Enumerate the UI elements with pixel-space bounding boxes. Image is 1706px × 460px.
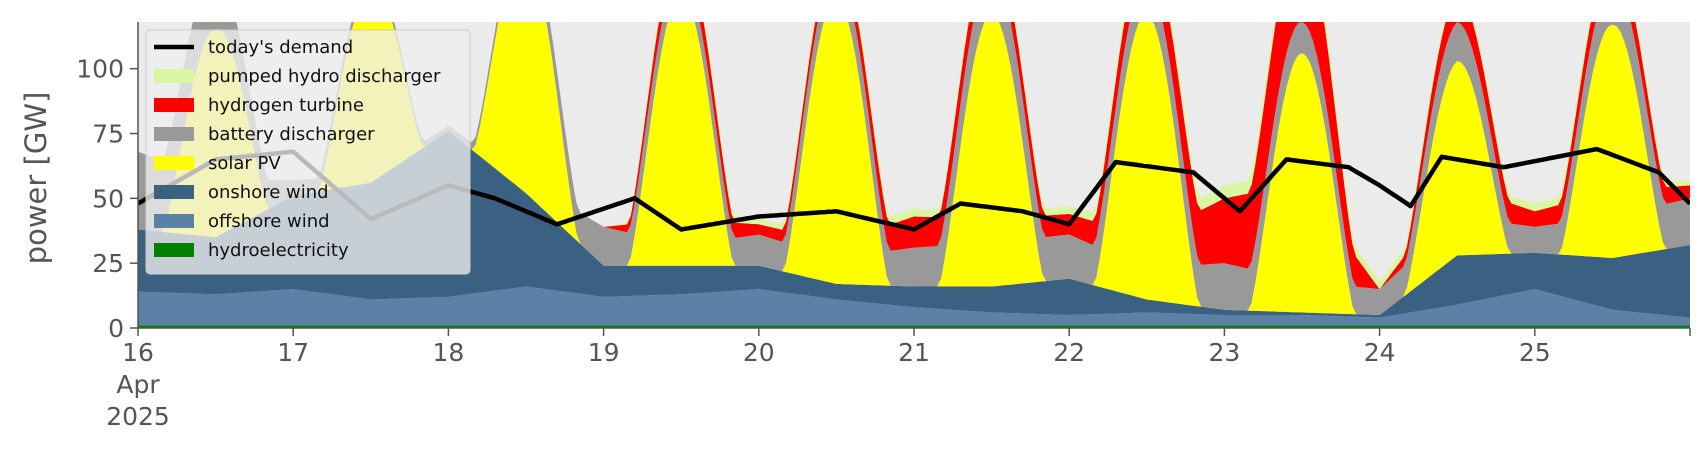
x-tick-label: 20	[743, 338, 775, 367]
legend-label-battery-discharger: battery discharger	[208, 124, 375, 145]
legend-swatch-battery-discharger	[154, 127, 194, 141]
x-tick-label: 17	[277, 338, 309, 367]
y-axis-ticks: 0 25 50 75 100	[76, 55, 138, 343]
x-tick-date-label: 2025	[106, 402, 170, 431]
y-tick-label: 25	[92, 249, 124, 278]
area-hydrogen-turbine	[138, 22, 1690, 290]
x-tick-label: 21	[898, 338, 930, 367]
x-tick-label: 24	[1364, 338, 1396, 367]
x-axis-ticks: 16 17 18 19 20 21 22 23 24 25 Apr 2025	[106, 328, 1691, 431]
x-tick-label: 22	[1053, 338, 1085, 367]
x-tick-label: 19	[588, 338, 620, 367]
area-onshore-wind	[138, 130, 1690, 318]
area-offshore-wind	[138, 286, 1690, 326]
y-tick-label: 0	[108, 314, 124, 343]
legend-label-solar-pv: solar PV	[208, 153, 281, 174]
area-solar-pv	[138, 22, 1690, 315]
area-series-group	[138, 22, 1690, 328]
legend-label-today-s-demand: today's demand	[208, 37, 353, 58]
x-tick-label: 18	[432, 338, 464, 367]
legend-box	[145, 29, 471, 275]
y-axis-title: power [GW]	[19, 92, 53, 265]
legend-swatch-solar-pv	[154, 156, 194, 170]
legend-label-onshore-wind: onshore wind	[208, 182, 329, 203]
legend-swatch-offshore-wind	[154, 214, 194, 228]
legend-label-hydroelectricity: hydroelectricity	[208, 240, 349, 261]
x-tick-label: 16	[122, 338, 154, 367]
legend: today's demand pumped hydro discharger hyd…	[145, 29, 471, 275]
legend-label-hydrogen-turbine: hydrogen turbine	[208, 95, 364, 116]
legend-swatch-hydrogen-turbine	[154, 98, 194, 112]
x-tick-date-label: Apr	[116, 370, 160, 399]
x-tick-label: 25	[1519, 338, 1551, 367]
legend-label-pumped-hydro-discharger: pumped hydro discharger	[208, 66, 441, 87]
y-tick-label: 100	[76, 55, 124, 84]
x-tick-label: 23	[1208, 338, 1240, 367]
legend-swatch-onshore-wind	[154, 185, 194, 199]
y-tick-label: 50	[92, 184, 124, 213]
area-battery-discharger	[138, 22, 1690, 315]
legend-label-offshore-wind: offshore wind	[208, 211, 330, 232]
legend-swatch-hydroelectricity	[154, 243, 194, 257]
legend-swatch-pumped-hydro-discharger	[154, 69, 194, 83]
y-tick-label: 75	[92, 120, 124, 149]
